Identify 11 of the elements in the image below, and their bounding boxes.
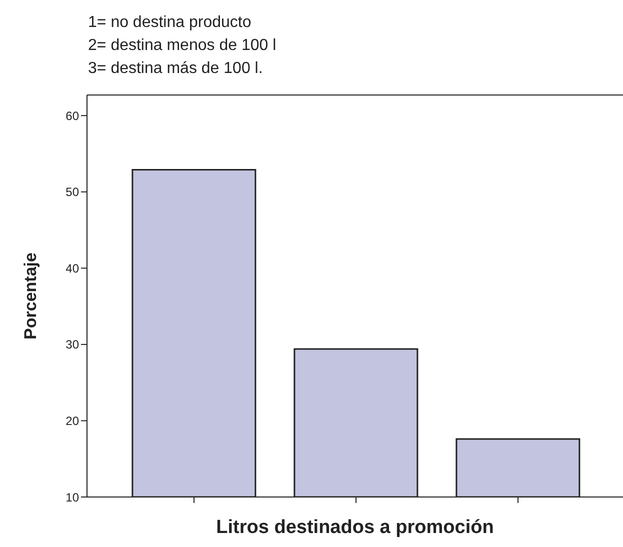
y-tick-label: 30: [66, 338, 80, 352]
text: 1= no destina producto: [88, 13, 252, 33]
y-tick-label: 40: [66, 261, 80, 276]
y-tick-label: 20: [66, 414, 80, 428]
text: 3= destina más de 100 l.: [88, 59, 264, 79]
y-tick-label: 50: [66, 185, 80, 200]
y-axis-title: Porcentaje: [21, 252, 40, 340]
text: 2= destina menos de 100 l: [88, 36, 276, 56]
x-axis-title: Litros destinados a promoción: [216, 517, 494, 538]
y-tick-label: 10: [66, 490, 80, 504]
y-tick-label: 60: [66, 108, 80, 123]
